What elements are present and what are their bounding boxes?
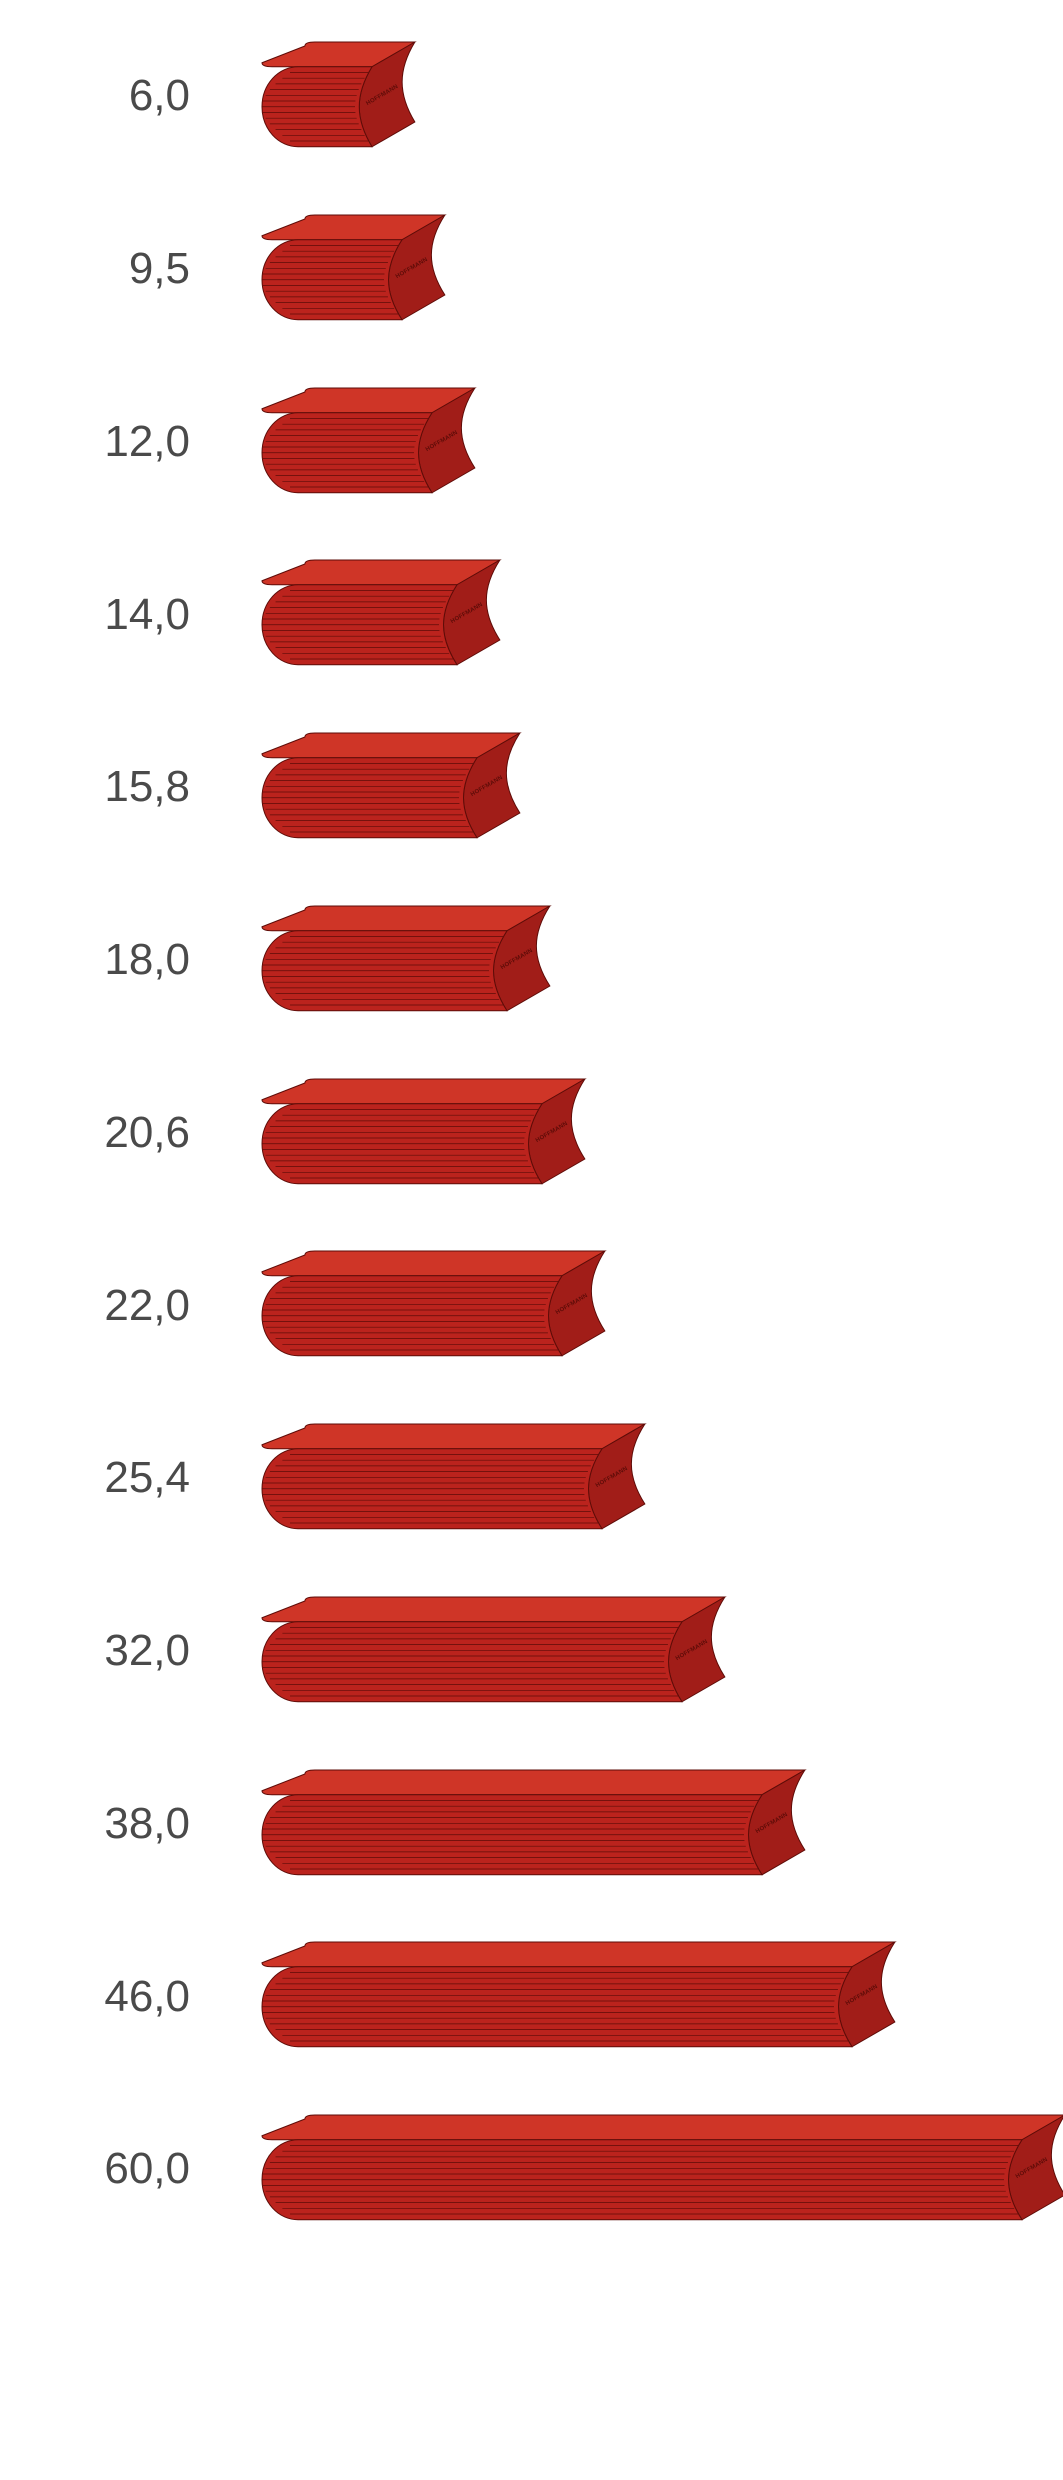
size-chart: 6,0 HOFFMANN 9,5 HOFFMANN 12,0 HOFFMANN 14,0 HO…	[0, 0, 1063, 2346]
size-label: 38,0	[0, 1799, 230, 1849]
size-block: HOFFMANN	[260, 904, 556, 1017]
size-label: 32,0	[0, 1626, 230, 1676]
size-shape-cell: HOFFMANN	[230, 1077, 1063, 1190]
size-row: 14,0 HOFFMANN	[0, 558, 1063, 671]
size-shape-cell: HOFFMANN	[230, 1422, 1063, 1535]
size-shape-cell: HOFFMANN	[230, 386, 1063, 499]
size-row: 12,0 HOFFMANN	[0, 386, 1063, 499]
size-shape-cell: HOFFMANN	[230, 558, 1063, 671]
size-block: HOFFMANN	[260, 1768, 811, 1881]
size-block: HOFFMANN	[260, 1249, 611, 1362]
size-block: HOFFMANN	[260, 2113, 1063, 2226]
size-row: 20,6 HOFFMANN	[0, 1077, 1063, 1190]
size-block: HOFFMANN	[260, 1940, 901, 2053]
size-block: HOFFMANN	[260, 213, 451, 326]
size-label: 18,0	[0, 935, 230, 985]
size-row: 32,0 HOFFMANN	[0, 1595, 1063, 1708]
size-block: HOFFMANN	[260, 386, 481, 499]
size-shape-cell: HOFFMANN	[230, 1768, 1063, 1881]
size-label: 6,0	[0, 71, 230, 121]
size-row: 9,5 HOFFMANN	[0, 213, 1063, 326]
size-shape-cell: HOFFMANN	[230, 40, 1063, 153]
size-label: 20,6	[0, 1108, 230, 1158]
size-row: 18,0 HOFFMANN	[0, 904, 1063, 1017]
size-label: 46,0	[0, 1972, 230, 2022]
size-shape-cell: HOFFMANN	[230, 1249, 1063, 1362]
size-shape-cell: HOFFMANN	[230, 213, 1063, 326]
size-shape-cell: HOFFMANN	[230, 731, 1063, 844]
size-label: 9,5	[0, 244, 230, 294]
size-shape-cell: HOFFMANN	[230, 1595, 1063, 1708]
size-row: 46,0 HOFFMANN	[0, 1940, 1063, 2053]
size-label: 12,0	[0, 417, 230, 467]
size-block: HOFFMANN	[260, 1422, 651, 1535]
size-row: 15,8 HOFFMANN	[0, 731, 1063, 844]
size-label: 15,8	[0, 762, 230, 812]
size-label: 22,0	[0, 1281, 230, 1331]
size-block: HOFFMANN	[260, 558, 506, 671]
size-label: 14,0	[0, 590, 230, 640]
size-shape-cell: HOFFMANN	[230, 904, 1063, 1017]
size-block: HOFFMANN	[260, 40, 421, 153]
size-label: 60,0	[0, 2144, 230, 2194]
size-row: 25,4 HOFFMANN	[0, 1422, 1063, 1535]
size-block: HOFFMANN	[260, 1077, 591, 1190]
size-row: 38,0 HOFFMANN	[0, 1768, 1063, 1881]
size-shape-cell: HOFFMANN	[230, 1940, 1063, 2053]
size-row: 60,0 HOFFMANN	[0, 2113, 1063, 2226]
size-row: 22,0 HOFFMANN	[0, 1249, 1063, 1362]
size-shape-cell: HOFFMANN	[230, 2113, 1063, 2226]
size-block: HOFFMANN	[260, 731, 526, 844]
size-row: 6,0 HOFFMANN	[0, 40, 1063, 153]
size-block: HOFFMANN	[260, 1595, 731, 1708]
size-label: 25,4	[0, 1453, 230, 1503]
